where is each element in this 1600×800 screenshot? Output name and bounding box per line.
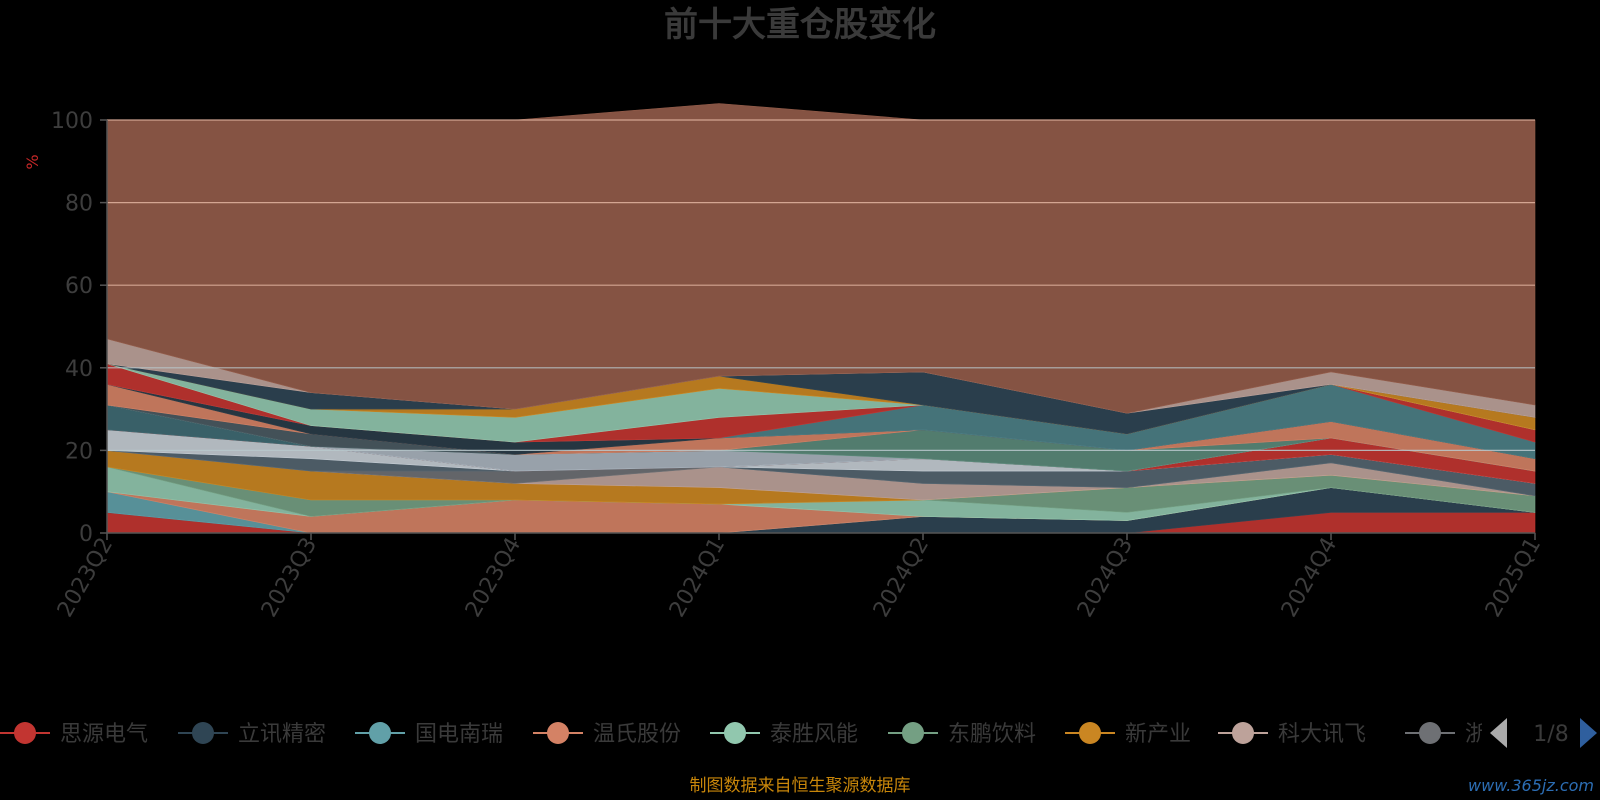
plot-area [106,103,1536,534]
x-tick-label: 2023Q3 [257,534,322,622]
legend-marker [1419,722,1441,744]
y-tick-label: 40 [65,357,93,382]
gridlines [107,119,1535,451]
legend-prev-icon[interactable] [1490,718,1507,748]
legend-item-4[interactable]: 泰胜风能 [710,722,858,747]
legend-marker [14,722,36,744]
legend-label: 东鹏饮料 [948,722,1036,747]
legend-label: 国电南瑞 [415,722,503,747]
legend-marker [724,722,746,744]
x-tick-label: 2024Q2 [869,534,934,622]
legend-label: 温氏股份 [593,722,681,747]
legend-marker [192,722,214,744]
y-tick-label: 0 [79,522,93,547]
y-tick-label: 20 [65,439,93,464]
y-tick-label: 100 [51,109,93,134]
legend-item-7[interactable]: 科大讯飞 [1218,722,1366,747]
legend: 思源电气立讯精密国电南瑞温氏股份泰胜风能东鹏饮料新产业科大讯飞浙江1/8 [0,705,1600,761]
watermark[interactable]: www.365jz.com [1468,776,1594,795]
legend-label: 泰胜风能 [770,722,858,747]
legend-label: 科大讯飞 [1278,722,1366,747]
legend-marker [1079,722,1101,744]
legend-item-2[interactable]: 国电南瑞 [355,722,503,747]
legend-marker [1232,722,1254,744]
legend-label: 思源电气 [60,722,148,747]
y-tick-label: 80 [65,192,93,217]
legend-marker [369,722,391,744]
x-tick-label: 2023Q4 [461,534,526,622]
y-axis-unit: % [23,154,42,169]
legend-next-icon[interactable] [1580,718,1597,748]
x-tick-label: 2024Q3 [1073,534,1138,622]
legend-item-0[interactable]: 思源电气 [0,722,148,747]
x-tick-label: 2024Q1 [665,534,730,622]
legend-label: 新产业 [1125,722,1191,747]
legend-marker [547,722,569,744]
legend-item-5[interactable]: 东鹏饮料 [888,722,1036,747]
legend-item-3[interactable]: 温氏股份 [533,722,681,747]
x-tick-label: 2025Q1 [1481,534,1546,622]
chart-title: 前十大重仓股变化 [664,5,936,45]
y-tick-label: 60 [65,274,93,299]
legend-item-1[interactable]: 立讯精密 [178,722,326,747]
data-source-note: 制图数据来自恒生聚源数据库 [690,776,911,796]
legend-label: 立讯精密 [238,722,326,747]
legend-page-indicator: 1/8 [1533,722,1568,747]
legend-item-6[interactable]: 新产业 [1065,722,1191,747]
series-area-24[interactable] [106,103,1536,414]
legend-marker [902,722,924,744]
x-tick-label: 2024Q4 [1277,534,1342,622]
